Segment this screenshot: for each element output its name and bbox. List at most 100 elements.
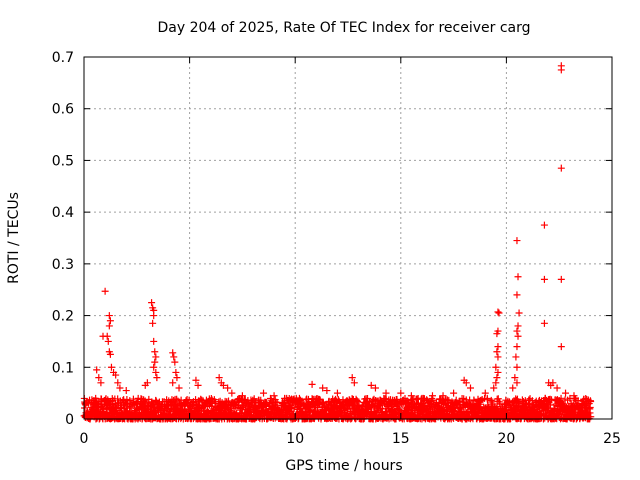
x-tick-label: 5 [185, 431, 194, 447]
data-point [97, 379, 105, 387]
data-point [493, 374, 501, 382]
data-point [549, 379, 557, 387]
data-point [95, 374, 103, 382]
data-point [172, 368, 180, 376]
data-point [514, 322, 522, 330]
data-point [494, 353, 502, 361]
data-point [150, 312, 158, 320]
x-tick-label: 10 [286, 431, 304, 447]
data-point [492, 363, 500, 371]
data-point [219, 381, 227, 389]
data-point [367, 381, 375, 389]
noise-point [126, 397, 134, 405]
data-point [557, 275, 565, 283]
data-point [107, 363, 115, 371]
data-point [333, 389, 341, 397]
data-point [148, 299, 156, 307]
data-point [428, 392, 436, 400]
data-point [439, 392, 447, 400]
noise-point [353, 397, 361, 405]
noise-point [557, 394, 565, 402]
data-point [540, 275, 548, 283]
y-tick-label: 0.5 [52, 153, 74, 169]
data-point [450, 389, 458, 397]
axis-ticks: 0 5 10 15 20 25 0 0.1 0.2 0.3 0.4 0.5 0.6 0.7 [52, 50, 621, 447]
data-point [224, 384, 232, 392]
data-point [153, 374, 161, 382]
data-point [494, 343, 502, 351]
data-point [270, 392, 278, 400]
data-point [350, 379, 358, 387]
data-point [348, 374, 356, 382]
data-point [578, 399, 586, 407]
data-point [101, 287, 109, 295]
data-point [494, 368, 502, 376]
data-point [106, 350, 114, 358]
plot-frame [83, 56, 613, 420]
data-point [171, 358, 179, 366]
data-point [513, 379, 521, 387]
data-point [151, 358, 159, 366]
data-point [308, 380, 316, 388]
data-point [143, 379, 151, 387]
data-point [493, 330, 501, 338]
data-point [122, 387, 130, 395]
data-point [513, 327, 521, 335]
data-point [397, 389, 405, 397]
y-tick-label: 0.3 [52, 257, 74, 273]
data-point [116, 384, 124, 392]
data-point [105, 322, 113, 330]
data-point [557, 66, 565, 74]
data-point [106, 317, 114, 325]
noise-point [250, 395, 258, 403]
data-point [494, 308, 502, 316]
data-point [319, 384, 327, 392]
noise-point [546, 401, 554, 409]
data-point [169, 379, 177, 387]
data-point [152, 353, 160, 361]
noise-point [477, 396, 485, 404]
data-point [481, 389, 489, 397]
noise-point [586, 404, 594, 412]
noise-point [211, 400, 219, 408]
data-point [490, 384, 498, 392]
noise-point [587, 398, 595, 406]
data-point [194, 381, 202, 389]
y-axis-label: ROTI / TECUs [6, 192, 22, 284]
data-point [509, 384, 517, 392]
y-tick-label: 0.4 [52, 205, 74, 221]
y-tick-label: 0.1 [52, 360, 74, 376]
data-point [514, 332, 522, 340]
data-point [103, 332, 111, 340]
x-tick-label: 20 [497, 431, 515, 447]
data-point [114, 379, 122, 387]
data-point [493, 348, 501, 356]
data-point [407, 392, 415, 400]
data-point [112, 371, 120, 379]
data-point [175, 384, 183, 392]
y-tick-label: 0 [65, 412, 74, 428]
data-point [466, 384, 474, 392]
data-point [513, 363, 521, 371]
data-point [149, 319, 157, 327]
noise-point [354, 398, 362, 406]
noise-point [207, 394, 215, 402]
grid-lines [84, 57, 612, 419]
data-point [371, 384, 379, 392]
data-point [557, 164, 565, 172]
noise-point [515, 399, 523, 407]
data-point [557, 343, 565, 351]
data-point [513, 237, 521, 245]
data-point [323, 387, 331, 395]
noise-point [494, 395, 502, 403]
data-point [93, 366, 101, 374]
x-tick-label: 15 [392, 431, 410, 447]
data-point [492, 379, 500, 387]
data-point [513, 343, 521, 351]
data-point [540, 221, 548, 229]
data-point [462, 379, 470, 387]
data-point [553, 384, 561, 392]
y-tick-label: 0.2 [52, 309, 74, 325]
data-point [238, 392, 246, 400]
data-point [418, 394, 426, 402]
